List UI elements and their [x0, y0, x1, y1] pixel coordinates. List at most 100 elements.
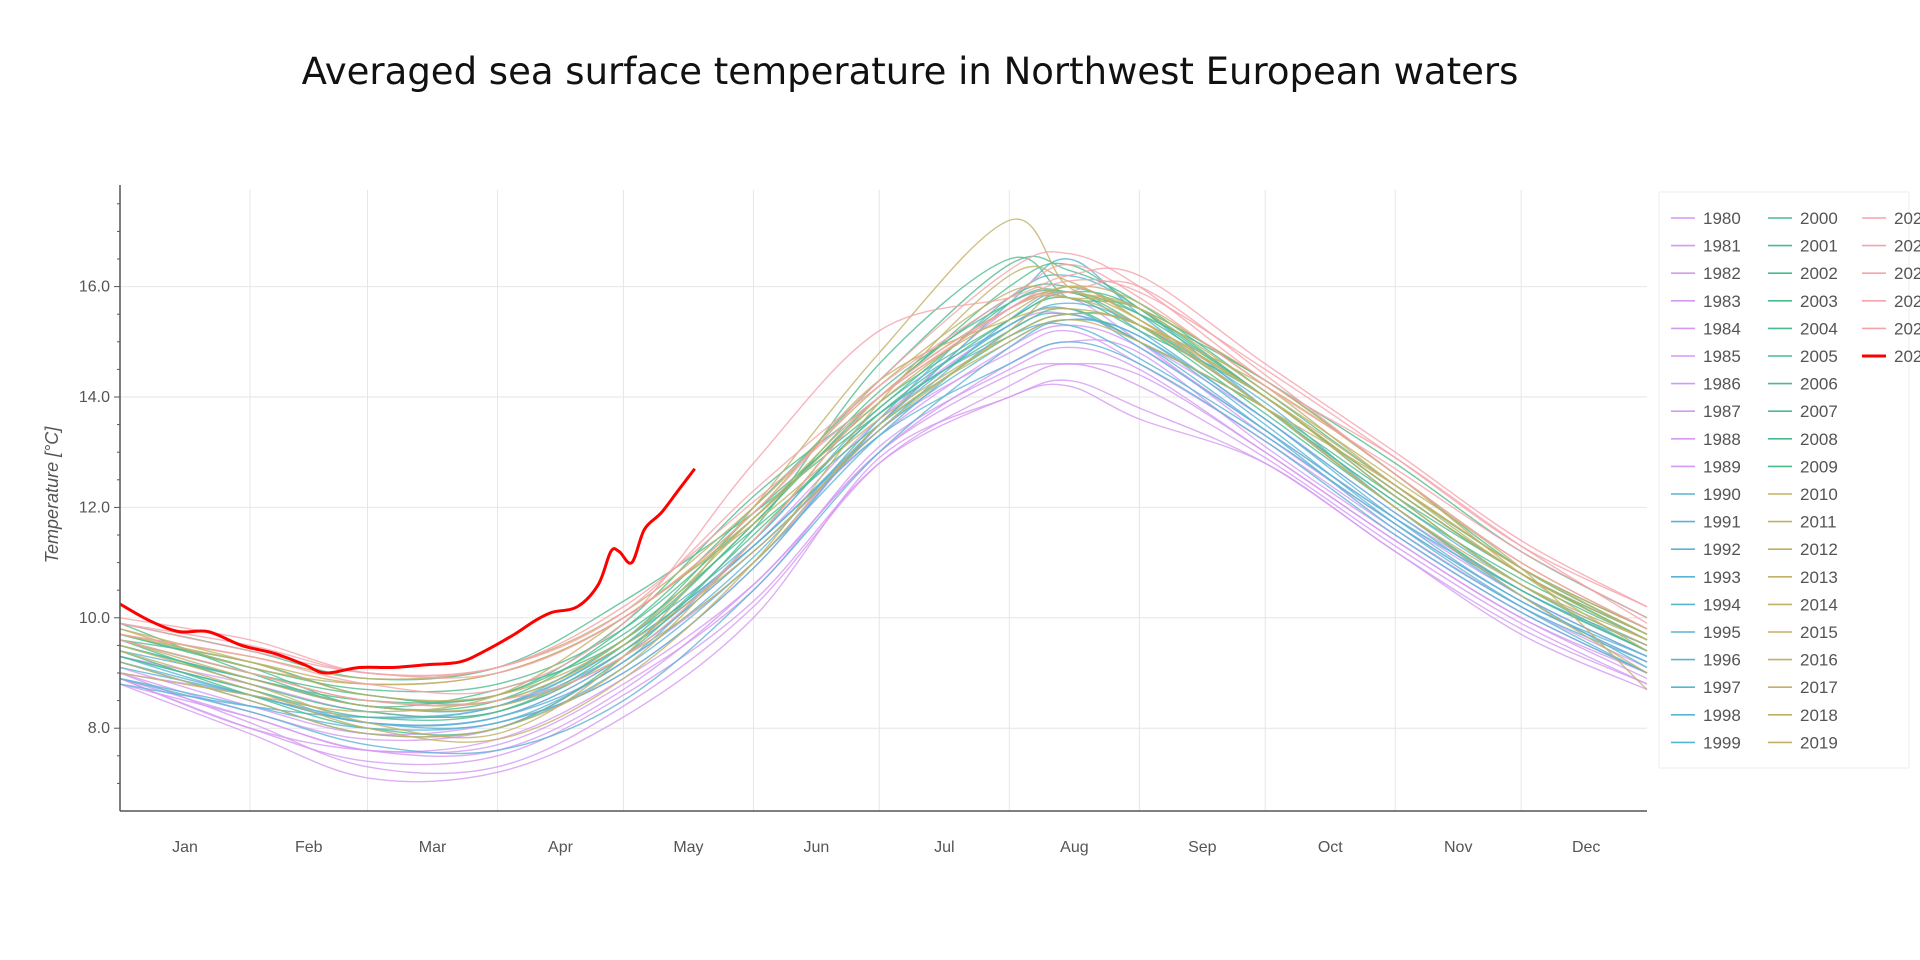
series-line-1985: [119, 363, 1648, 775]
legend-item-1982[interactable]: 1982: [1671, 264, 1741, 283]
legend-item-2016[interactable]: 2016: [1768, 651, 1838, 670]
legend-item-1980[interactable]: 1980: [1671, 209, 1741, 228]
series-line-1994: [119, 306, 1648, 731]
x-tick-label: Aug: [1060, 839, 1088, 856]
legend-item-2013[interactable]: 2013: [1768, 568, 1838, 587]
legend-item-1995[interactable]: 1995: [1671, 623, 1741, 642]
legend-label: 2007: [1800, 402, 1838, 421]
series-line-2013: [119, 265, 1648, 743]
series-line-1988: [119, 324, 1648, 727]
legend-label: 1991: [1703, 513, 1741, 532]
series-line-2015: [119, 319, 1648, 712]
series-line-2004: [119, 262, 1648, 703]
legend-item-1999[interactable]: 1999: [1671, 733, 1741, 752]
legend-item-1994[interactable]: 1994: [1671, 595, 1741, 614]
series-line-2008: [119, 288, 1648, 705]
legend-item-1981[interactable]: 1981: [1671, 237, 1741, 256]
legend-item-2020[interactable]: 2020: [1862, 209, 1920, 228]
legend-label: 2009: [1800, 457, 1838, 476]
y-tick-label: 8.0: [88, 720, 110, 737]
legend-item-2006[interactable]: 2006: [1768, 375, 1838, 394]
legend-label: 2020: [1894, 209, 1920, 228]
series-line-2020: [119, 263, 1648, 677]
x-tick-label: Apr: [548, 839, 574, 856]
y-tick-label: 14.0: [79, 389, 110, 406]
legend-item-2015[interactable]: 2015: [1768, 623, 1838, 642]
series-line-1982: [119, 329, 1648, 742]
legend-label: 2003: [1800, 292, 1838, 311]
legend-item-1992[interactable]: 1992: [1671, 540, 1741, 559]
legend-item-2002[interactable]: 2002: [1768, 264, 1838, 283]
legend-item-2014[interactable]: 2014: [1768, 595, 1838, 614]
legend-label: 1997: [1703, 678, 1741, 697]
series-line-2005: [119, 289, 1648, 708]
legend-item-1983[interactable]: 1983: [1671, 292, 1741, 311]
legend-item-2021[interactable]: 2021: [1862, 237, 1920, 256]
series-line-1987: [119, 346, 1648, 754]
legend-item-1990[interactable]: 1990: [1671, 485, 1741, 504]
legend-label: 1983: [1703, 292, 1741, 311]
legend-label: 1989: [1703, 457, 1741, 476]
series-line-2007: [119, 307, 1648, 681]
legend-item-1988[interactable]: 1988: [1671, 430, 1741, 449]
legend-item-2010[interactable]: 2010: [1768, 485, 1838, 504]
legend-item-2001[interactable]: 2001: [1768, 237, 1838, 256]
legend-label: 1984: [1703, 319, 1741, 338]
legend-item-2008[interactable]: 2008: [1768, 430, 1838, 449]
legend-item-1987[interactable]: 1987: [1671, 402, 1741, 421]
series-line-2022: [119, 251, 1648, 679]
legend-label: 1999: [1703, 733, 1741, 752]
x-tick-label: Jan: [172, 839, 198, 856]
legend-item-1989[interactable]: 1989: [1671, 457, 1741, 476]
legend-item-2000[interactable]: 2000: [1768, 209, 1838, 228]
legend-item-1997[interactable]: 1997: [1671, 678, 1741, 697]
legend-item-2012[interactable]: 2012: [1768, 540, 1838, 559]
legend-item-2007[interactable]: 2007: [1768, 402, 1838, 421]
series-line-1984: [119, 339, 1648, 757]
legend-item-2004[interactable]: 2004: [1768, 319, 1838, 338]
legend-item-1998[interactable]: 1998: [1671, 706, 1741, 725]
legend-label: 1998: [1703, 706, 1741, 725]
legend-item-1985[interactable]: 1985: [1671, 347, 1741, 366]
legend-item-2005[interactable]: 2005: [1768, 347, 1838, 366]
legend-label: 2004: [1800, 319, 1838, 338]
legend-item-1991[interactable]: 1991: [1671, 513, 1741, 532]
legend-item-2024[interactable]: 2024: [1862, 319, 1920, 338]
legend-label: 1990: [1703, 485, 1741, 504]
legend-item-1986[interactable]: 1986: [1671, 375, 1741, 394]
legend-item-2009[interactable]: 2009: [1768, 457, 1838, 476]
y-tick-label: 12.0: [79, 499, 110, 516]
axes: 8.0 10.0 12.0 14.0 16.0 Jan Feb Mar Apr May Jun Jul…: [79, 185, 1647, 856]
legend-item-2019[interactable]: 2019: [1768, 733, 1838, 752]
x-tick-label: Nov: [1444, 839, 1472, 856]
legend: 1980 1981 1982 1983 1984 1985 1986 1987 1988 1989…: [1658, 191, 1920, 769]
legend-label: 2017: [1800, 678, 1838, 697]
legend-label: 2018: [1800, 706, 1838, 725]
series-line-1981: [119, 383, 1648, 766]
legend-item-2018[interactable]: 2018: [1768, 706, 1838, 725]
legend-item-2011[interactable]: 2011: [1768, 513, 1837, 532]
legend-item-2025[interactable]: 2025: [1862, 347, 1920, 366]
legend-item-1984[interactable]: 1984: [1671, 319, 1741, 338]
legend-item-2003[interactable]: 2003: [1768, 292, 1838, 311]
x-tick-label: Dec: [1572, 839, 1600, 856]
legend-label: 2014: [1800, 595, 1838, 614]
series-line-2018: [119, 218, 1648, 739]
legend-label: 2002: [1800, 264, 1838, 283]
series-line-2006: [119, 256, 1648, 736]
legend-item-2023[interactable]: 2023: [1862, 292, 1920, 311]
legend-label: 1985: [1703, 347, 1741, 366]
legend-item-1993[interactable]: 1993: [1671, 568, 1741, 587]
legend-label: 2011: [1800, 513, 1837, 532]
series-line-2000: [119, 312, 1648, 704]
legend-label: 1995: [1703, 623, 1741, 642]
legend-item-2017[interactable]: 2017: [1768, 678, 1838, 697]
legend-label: 2006: [1800, 375, 1838, 394]
series-line-2023: [119, 267, 1648, 695]
legend-label: 1988: [1703, 430, 1741, 449]
legend-item-1996[interactable]: 1996: [1671, 651, 1741, 670]
series-line-1989: [119, 311, 1648, 719]
legend-label: 2021: [1894, 237, 1920, 256]
